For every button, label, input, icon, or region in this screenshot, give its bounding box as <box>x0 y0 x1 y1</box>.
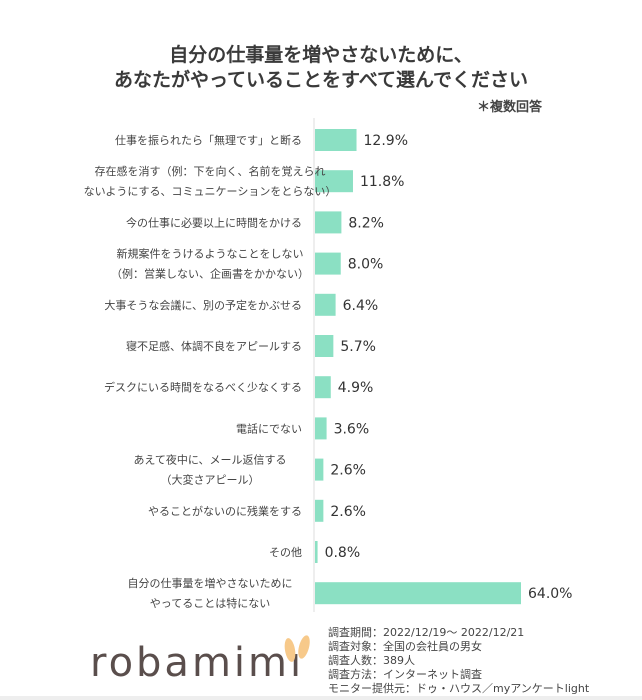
survey-method: 調査方法：インターネット調査 <box>328 668 482 681</box>
category-label: 寝不足感、体調不良をアピールする <box>126 339 302 353</box>
category-label: 自分の仕事量を増やさないために <box>128 577 293 590</box>
multiple-answer-note: ＊複数回答 <box>476 100 542 115</box>
category-label: （大変さアピール） <box>161 473 260 487</box>
category-label: 大事そうな会議に、別の予定をかぶせる <box>104 298 302 312</box>
bar-chart: 12.9% 仕事を振られたら「無理です」と断る 11.8% 存在感を消す（例：下を向く… <box>84 118 572 612</box>
survey-provider: モニター提供元：ドゥ・ハウス／myアンケートlight <box>328 682 590 695</box>
survey-count: 調査人数：389人 <box>328 654 415 667</box>
category-label: その他 <box>269 546 302 559</box>
category-label: 今の仕事に必要以上に時間をかける <box>126 215 302 229</box>
value-label: 11.8% <box>360 174 404 190</box>
value-label: 2.6% <box>330 504 366 520</box>
category-label: デスクにいる時間をなるべく少なくする <box>104 380 302 394</box>
bar <box>315 582 521 605</box>
bar <box>315 376 331 399</box>
bar <box>315 170 353 193</box>
value-label: 0.8% <box>325 545 361 561</box>
survey-info: 調査期間：2022/12/19～ 2022/12/21 調査対象：全国の会社員の… <box>328 626 589 696</box>
bar <box>315 129 357 151</box>
value-label: 5.7% <box>340 339 376 355</box>
category-label: 存在感を消す（例：下を向く、名前を覚えられ <box>95 164 326 178</box>
category-label: 新規案件をうけるようなことをしない <box>117 247 304 261</box>
bar <box>315 335 334 357</box>
category-label: 電話にでない <box>236 421 302 435</box>
logo-ears-icon <box>284 635 310 662</box>
bar <box>315 293 336 316</box>
category-label: （例：営業しない、企画書をかかない） <box>111 267 309 281</box>
bottom-border <box>0 696 642 700</box>
chart-title-line2: あなたがやっていることをすべて選んでください <box>113 69 528 91</box>
bar <box>315 417 327 440</box>
bar <box>315 211 342 234</box>
category-label: ないようにする、コミュニケーションをとらない） <box>84 185 337 198</box>
category-label: やってることは特にない <box>150 596 270 610</box>
bar <box>315 541 318 563</box>
category-label: やることがないのに残業をする <box>148 504 302 518</box>
survey-target: 調査対象：全国の会社員の男女 <box>328 640 482 653</box>
bar <box>315 252 341 275</box>
value-label: 12.9% <box>364 133 408 149</box>
robamimi-logo: robamimı <box>90 640 305 686</box>
bar <box>315 499 324 522</box>
value-label: 6.4% <box>343 298 379 314</box>
value-label: 4.9% <box>338 380 374 396</box>
value-label: 3.6% <box>334 421 370 437</box>
chart-title-line1: 自分の仕事量を増やさないために、 <box>169 44 473 66</box>
survey-period: 調査期間：2022/12/19～ 2022/12/21 <box>328 626 525 639</box>
value-label: 8.2% <box>348 215 384 231</box>
category-label: あえて夜中に、メール返信する <box>133 453 286 467</box>
bar <box>315 458 324 481</box>
value-label: 64.0% <box>528 586 572 602</box>
value-label: 2.6% <box>330 463 366 479</box>
category-label: 仕事を振られたら「無理です」と断る <box>115 133 302 147</box>
value-label: 8.0% <box>348 257 384 273</box>
